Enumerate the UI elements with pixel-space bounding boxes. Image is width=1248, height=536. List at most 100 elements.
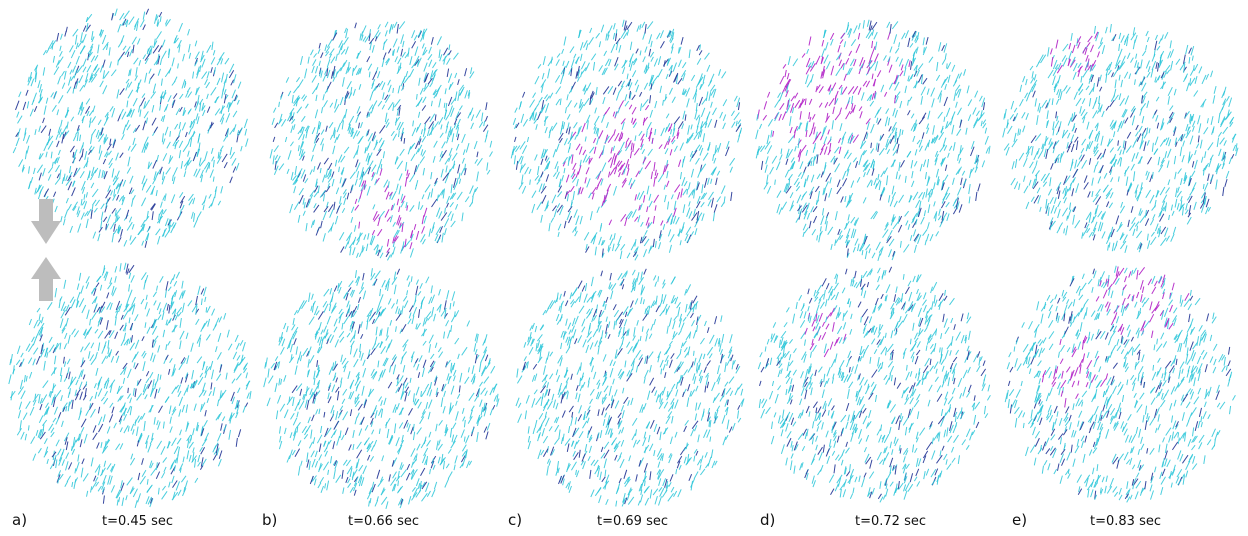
particle-stroke: [410, 351, 415, 359]
particle-stroke: [109, 402, 114, 408]
particle-stroke: [368, 487, 373, 495]
particle-stroke: [94, 303, 98, 310]
particle-stroke: [152, 379, 155, 388]
particle-stroke: [645, 65, 648, 73]
particle-stroke: [618, 172, 621, 178]
particle-stroke: [418, 135, 422, 142]
particle-stroke: [292, 417, 298, 426]
particle-stroke: [383, 357, 389, 367]
particle-stroke: [475, 388, 480, 397]
particle-stroke: [612, 111, 616, 117]
particle-stroke: [598, 236, 602, 245]
particle-stroke: [700, 455, 704, 464]
particle-stroke: [116, 499, 119, 506]
particle-stroke: [132, 387, 135, 396]
particle-stroke: [355, 159, 359, 168]
particle-stroke: [401, 434, 404, 443]
particle-stroke: [557, 231, 560, 238]
particle-stroke: [69, 165, 72, 174]
particle-stroke: [387, 48, 392, 54]
particle-stroke: [66, 86, 72, 94]
particle-stroke: [82, 374, 86, 380]
particle-stroke: [515, 145, 521, 153]
particle-stroke: [429, 360, 435, 368]
particle-stroke: [882, 229, 889, 238]
particle-stroke: [674, 399, 679, 409]
particle-stroke: [141, 350, 146, 357]
particle-stroke: [360, 282, 364, 289]
particle-stroke: [614, 111, 618, 118]
particle-stroke: [516, 155, 523, 165]
particle-stroke: [17, 410, 22, 419]
particle-stroke: [367, 388, 375, 397]
particle-stroke: [459, 86, 465, 96]
particle-stroke: [39, 334, 43, 342]
particle-stroke: [286, 396, 294, 406]
particle-stroke: [421, 226, 425, 234]
particle-stroke: [360, 416, 365, 425]
particle-stroke: [850, 39, 857, 47]
particle-stroke: [571, 317, 576, 327]
particle-stroke: [76, 388, 81, 396]
particle-stroke: [730, 354, 734, 362]
particle-stroke: [332, 145, 336, 155]
particle-stroke: [392, 87, 394, 93]
particle-stroke: [287, 90, 292, 97]
particle-stroke: [563, 290, 566, 297]
particle-stroke: [637, 357, 644, 367]
particle-stroke: [839, 39, 844, 44]
particle-stroke: [529, 99, 536, 108]
particle-stroke: [496, 398, 500, 407]
particle-stroke: [592, 61, 596, 71]
particle-stroke: [667, 138, 671, 146]
particle-stroke: [525, 395, 530, 404]
particle-stroke: [338, 308, 343, 315]
particle-stroke: [141, 240, 145, 246]
particle-stroke: [597, 315, 600, 324]
particle-stroke: [204, 78, 208, 86]
particle-stroke: [208, 162, 211, 169]
particle-stroke: [146, 227, 151, 233]
particle-stroke: [381, 455, 385, 462]
particle-stroke: [468, 92, 471, 99]
particle-stroke: [212, 445, 217, 453]
particle-stroke: [600, 446, 604, 453]
particle-stroke: [313, 191, 319, 198]
particle-stroke: [845, 57, 850, 65]
particle-stroke: [405, 472, 411, 481]
particle-stroke: [310, 429, 313, 439]
particle-stroke: [866, 94, 872, 102]
particle-stroke: [125, 303, 129, 311]
particle-stroke: [33, 319, 39, 329]
particle-stroke: [661, 294, 664, 303]
particle-stroke: [523, 361, 528, 370]
particle-stroke: [125, 495, 128, 501]
particle-stroke: [178, 22, 183, 32]
particle-stroke: [392, 133, 398, 141]
particle-stroke: [182, 107, 186, 117]
particle-stroke: [493, 395, 498, 402]
particle-stroke: [476, 432, 479, 442]
particle-stroke: [405, 162, 408, 172]
particle-stroke: [398, 185, 402, 195]
particle-stroke: [159, 166, 163, 175]
particle-stroke: [399, 462, 403, 470]
particle-stroke: [385, 421, 388, 429]
particle-stroke: [641, 149, 646, 155]
particle-stroke: [644, 308, 647, 315]
particle-stroke: [119, 152, 124, 158]
particle-stroke: [693, 455, 696, 462]
particle-stroke: [672, 215, 677, 224]
particle-stroke: [695, 114, 700, 121]
particle-stroke: [352, 88, 356, 96]
particle-stroke: [188, 52, 192, 59]
particle-stroke: [194, 101, 200, 111]
particle-stroke: [603, 67, 608, 75]
particle-stroke: [192, 452, 195, 462]
particle-stroke: [293, 427, 297, 437]
particle-stroke: [356, 171, 360, 178]
particle-stroke: [397, 383, 403, 392]
particle-stroke: [156, 302, 161, 311]
particle-stroke: [409, 173, 416, 183]
particle-stroke: [119, 427, 123, 433]
